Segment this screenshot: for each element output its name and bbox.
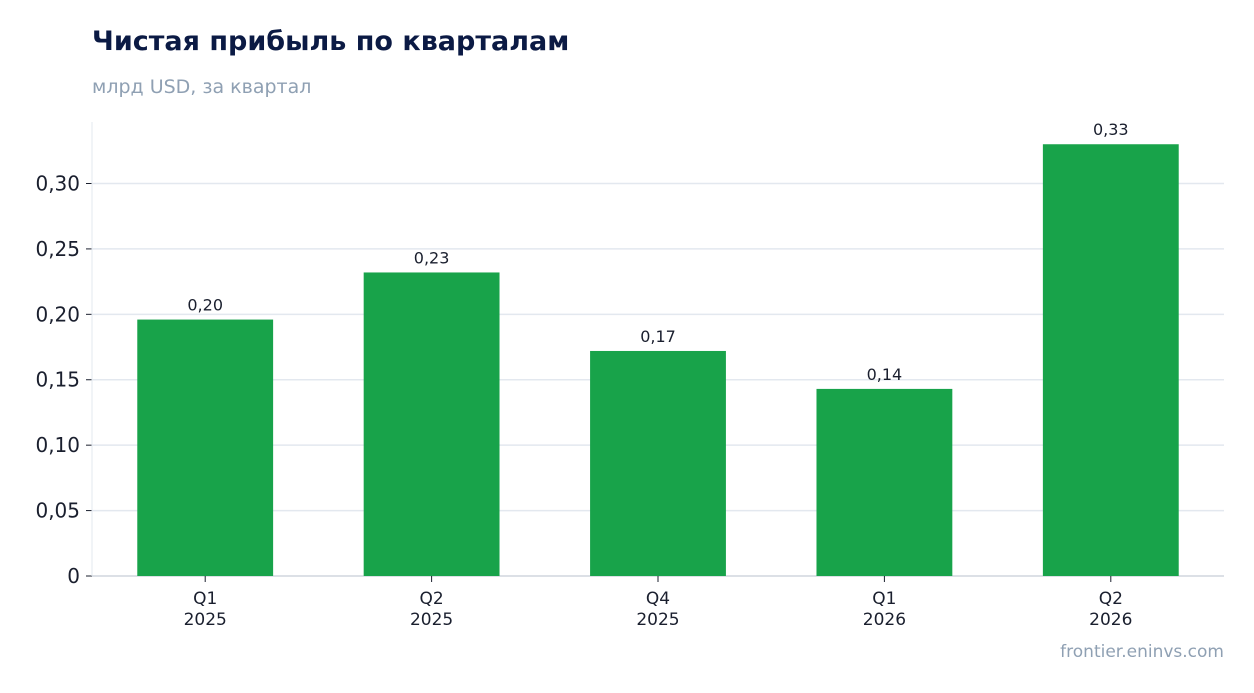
bar [816,388,953,576]
bar [363,272,500,576]
x-tick-label-quarter: Q1 [872,589,896,609]
x-tick-label-quarter: Q4 [646,589,670,609]
y-tick-label: 0,05 [35,499,80,523]
y-tick-label: 0,15 [35,368,80,392]
y-tick-label: 0,20 [35,302,80,326]
bar [590,350,726,576]
y-tick-label: 0,30 [35,171,80,195]
x-tick-label-year: 2026 [1089,610,1132,630]
y-tick-label: 0 [67,564,80,588]
data-label: 0,23 [414,248,450,267]
chart-title: Чистая прибыль по кварталам [92,26,570,57]
data-label: 0,14 [867,365,903,384]
bars [137,144,1179,577]
x-tick-label-quarter: Q1 [193,589,217,609]
data-labels: 0,20 0,23 0,17 0,14 0,33 [187,120,1128,384]
bar [137,319,274,576]
x-tick-label-year: 2026 [863,610,906,630]
chart-subtitle: млрд USD, за квартал [92,76,312,98]
bar [1042,144,1179,577]
source-credit: frontier.eninvs.com [1060,642,1224,662]
x-tick-label-year: 2025 [410,610,453,630]
x-tick-label-year: 2025 [184,610,227,630]
x-tick-label-quarter: Q2 [1099,589,1123,609]
y-tick-label: 0,25 [35,237,80,261]
y-tick-label: 0,10 [35,433,80,457]
x-tick-label-quarter: Q2 [419,589,443,609]
data-label: 0,20 [187,296,223,315]
y-tick-labels: 0 0,05 0,10 0,15 0,20 0,25 0,30 [35,171,80,588]
data-label: 0,33 [1093,120,1129,139]
x-tick-label-year: 2025 [636,610,679,630]
data-label: 0,17 [640,327,676,346]
